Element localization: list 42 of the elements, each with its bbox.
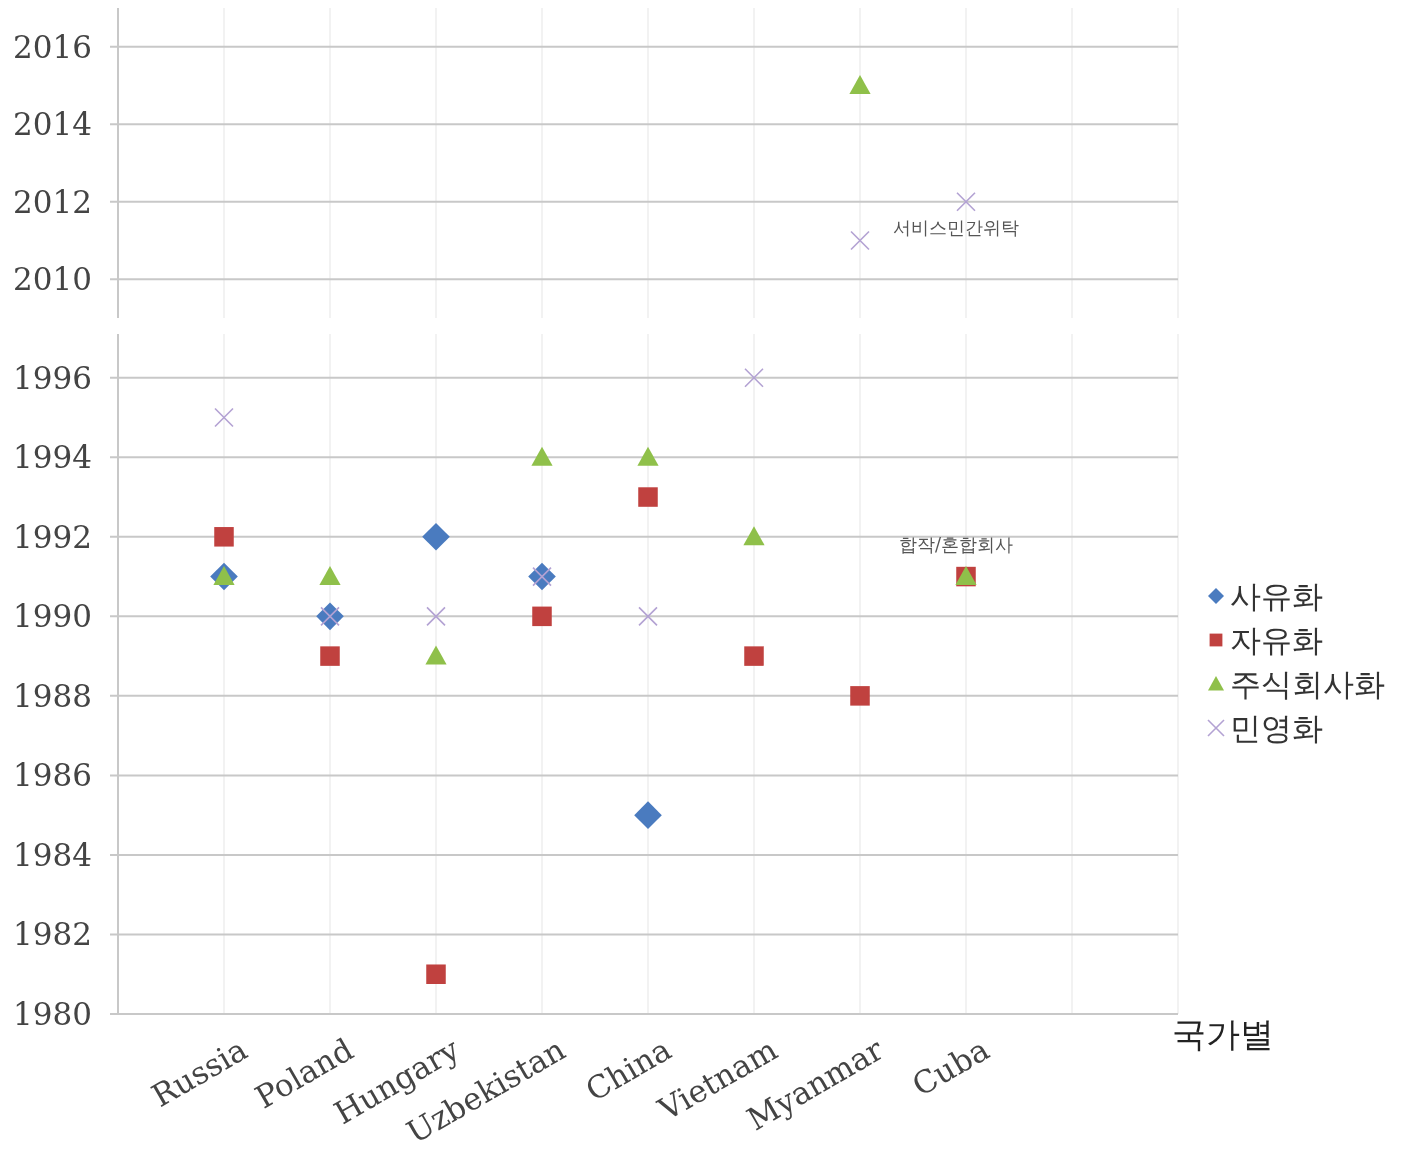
y-tick-label: 2010: [13, 261, 92, 298]
point: [214, 527, 234, 547]
y-tick-label: 1996: [13, 359, 92, 396]
y-tick-label: 1982: [13, 916, 92, 953]
legend-label: 민영화: [1230, 710, 1323, 746]
legend-label: 주식회사화: [1230, 666, 1385, 702]
point: [532, 606, 552, 627]
legend-label: 사유화: [1230, 578, 1323, 614]
y-tick-label: 1984: [13, 836, 92, 873]
y-tick-label: 1980: [13, 996, 92, 1032]
x-tick-label: Cuba: [906, 1030, 996, 1104]
point: [743, 526, 765, 546]
y-tick-label: 1988: [13, 677, 92, 714]
point: [426, 964, 446, 984]
legend-label: 자유화: [1230, 622, 1323, 658]
point: [531, 446, 553, 466]
y-tick-label: 1986: [13, 757, 92, 794]
point: [214, 407, 234, 428]
y-tick-label: 1990: [13, 598, 92, 635]
point: [850, 230, 870, 251]
point: [744, 367, 764, 388]
point: [425, 645, 447, 665]
y-tick-label: 2014: [13, 106, 92, 143]
y-tick-label: 1992: [13, 518, 92, 555]
point: [956, 191, 976, 212]
point: [638, 487, 658, 507]
y-tick-label: 2012: [13, 183, 92, 220]
y-tick-label: 2016: [13, 28, 92, 65]
point: [849, 74, 871, 94]
point: [426, 606, 446, 627]
point: [744, 646, 764, 666]
point: [422, 523, 450, 551]
point: [320, 646, 340, 666]
annotation: 합작/혼합회사: [898, 533, 1014, 555]
annotation: 서비스민간위탁: [893, 217, 1019, 239]
x-axis-title: 국가별: [1172, 1014, 1274, 1054]
point: [637, 446, 659, 466]
point: [319, 565, 341, 586]
point: [638, 606, 658, 627]
point: [634, 801, 662, 829]
y-tick-label: 1994: [13, 439, 92, 476]
point: [850, 686, 870, 706]
